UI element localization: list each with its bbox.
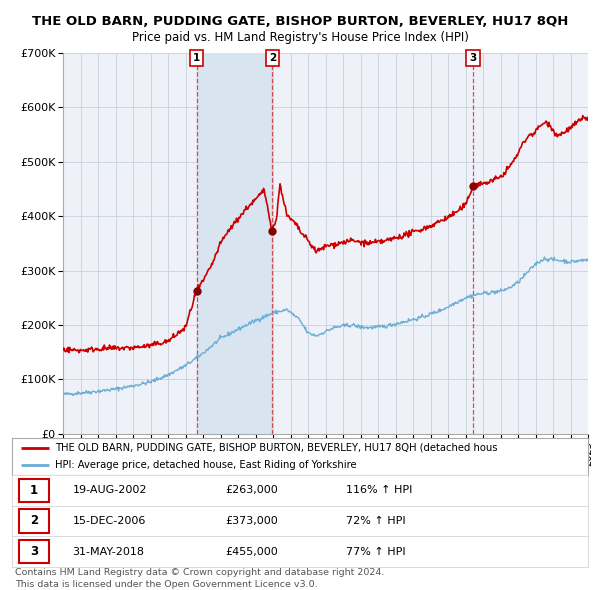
Text: 116% ↑ HPI: 116% ↑ HPI <box>346 486 412 495</box>
Text: 15-DEC-2006: 15-DEC-2006 <box>73 516 146 526</box>
Text: 72% ↑ HPI: 72% ↑ HPI <box>346 516 406 526</box>
Text: Price paid vs. HM Land Registry's House Price Index (HPI): Price paid vs. HM Land Registry's House … <box>131 31 469 44</box>
Text: THE OLD BARN, PUDDING GATE, BISHOP BURTON, BEVERLEY, HU17 8QH: THE OLD BARN, PUDDING GATE, BISHOP BURTO… <box>32 15 568 28</box>
Text: 2: 2 <box>30 514 38 527</box>
Text: Contains HM Land Registry data © Crown copyright and database right 2024.: Contains HM Land Registry data © Crown c… <box>15 568 385 577</box>
Text: £373,000: £373,000 <box>225 516 278 526</box>
Text: £263,000: £263,000 <box>225 486 278 495</box>
Text: HPI: Average price, detached house, East Riding of Yorkshire: HPI: Average price, detached house, East… <box>55 460 357 470</box>
Text: 31-MAY-2018: 31-MAY-2018 <box>73 547 145 556</box>
Text: THE OLD BARN, PUDDING GATE, BISHOP BURTON, BEVERLEY, HU17 8QH (detached hous: THE OLD BARN, PUDDING GATE, BISHOP BURTO… <box>55 443 498 453</box>
FancyBboxPatch shape <box>19 509 49 533</box>
Text: 3: 3 <box>30 545 38 558</box>
Bar <box>197 53 272 434</box>
Text: 1: 1 <box>30 484 38 497</box>
FancyBboxPatch shape <box>19 540 49 563</box>
Text: This data is licensed under the Open Government Licence v3.0.: This data is licensed under the Open Gov… <box>15 580 317 589</box>
Text: £455,000: £455,000 <box>225 547 278 556</box>
FancyBboxPatch shape <box>19 478 49 502</box>
Text: 19-AUG-2002: 19-AUG-2002 <box>73 486 147 495</box>
Text: 3: 3 <box>469 53 476 63</box>
Text: 1: 1 <box>193 53 200 63</box>
Text: 2: 2 <box>269 53 276 63</box>
Text: 77% ↑ HPI: 77% ↑ HPI <box>346 547 406 556</box>
